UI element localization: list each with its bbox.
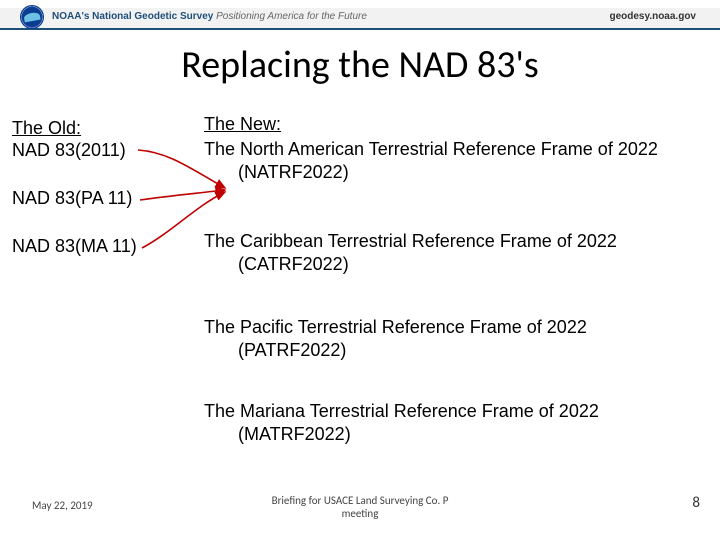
banner-text: NOAA's National Geodetic Survey Position… [52, 11, 367, 22]
old-item-3: NAD 83(MA 11) [12, 236, 137, 257]
frame-1-name: The North American Terrestrial Reference… [204, 138, 704, 161]
slide: NOAA's National Geodetic Survey Position… [0, 0, 720, 540]
frame-1-abbr: (NATRF2022) [238, 161, 704, 184]
old-item-2: NAD 83(PA 11) [12, 188, 132, 209]
header-rule [0, 28, 720, 30]
frame-block-1: The North American Terrestrial Reference… [204, 138, 704, 183]
banner-org: NOAA's [52, 11, 92, 22]
frame-block-4: The Mariana Terrestrial Reference Frame … [204, 400, 704, 445]
footer-line-1: Briefing for USACE Land Surveying Co. P [272, 494, 449, 507]
banner-tagline: Positioning America for the Future [213, 11, 367, 22]
footer-text: Briefing for USACE Land Surveying Co. P … [0, 494, 720, 520]
old-heading: The Old: [12, 118, 81, 139]
frame-3-abbr: (PATRF2022) [238, 339, 704, 362]
new-heading: The New: [204, 114, 281, 135]
noaa-logo-icon [20, 5, 44, 29]
banner-url: geodesy.noaa.gov [609, 11, 696, 22]
frame-4-name: The Mariana Terrestrial Reference Frame … [204, 400, 704, 423]
frame-3-name: The Pacific Terrestrial Reference Frame … [204, 316, 704, 339]
slide-title: Replacing the NAD 83's [0, 42, 720, 88]
banner-dept: National Geodetic Survey [92, 11, 213, 22]
frame-4-abbr: (MATRF2022) [238, 423, 704, 446]
old-item-1: NAD 83(2011) [12, 140, 126, 161]
arrow-2 [140, 190, 225, 200]
footer-line-2: meeting [342, 507, 379, 520]
frame-block-2: The Caribbean Terrestrial Reference Fram… [204, 230, 704, 275]
frame-2-name: The Caribbean Terrestrial Reference Fram… [204, 230, 704, 253]
frame-2-abbr: (CATRF2022) [238, 253, 704, 276]
frame-block-3: The Pacific Terrestrial Reference Frame … [204, 316, 704, 361]
page-number: 8 [692, 494, 700, 512]
